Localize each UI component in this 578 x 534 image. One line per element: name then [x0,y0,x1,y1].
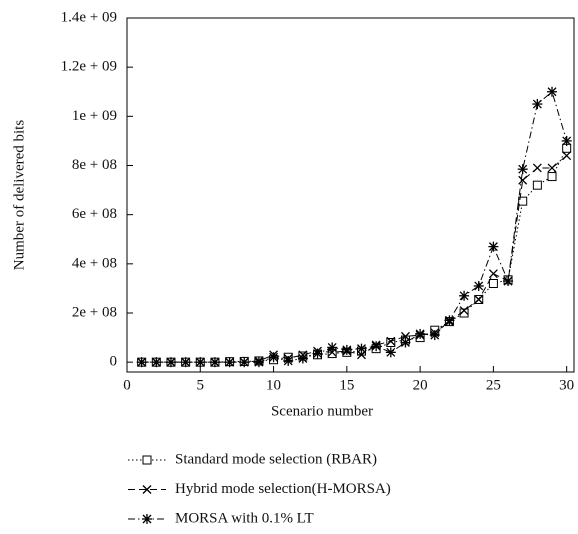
data-point [518,175,528,185]
legend-marker [142,514,152,524]
marker-shape [386,338,396,347]
data-point [517,164,528,175]
marker-stroke [142,485,152,494]
data-point [532,99,543,110]
y-tick-label: 0 [110,354,118,370]
data-point [386,336,396,346]
x-tick-label: 5 [197,377,205,393]
marker-shape [547,172,557,182]
y-axis-label: Number of delivered bits [11,120,27,271]
data-point [532,180,542,190]
x-tick-label: 10 [266,377,281,393]
marker-stroke [488,269,498,279]
data-point [488,241,499,252]
plot-frame [126,17,575,373]
data-point [459,290,470,301]
x-tick-label: 25 [486,377,501,393]
data-point [547,163,557,173]
x-tick-label: 0 [123,377,131,393]
data-point [136,357,147,368]
marker-stroke [547,163,557,173]
marker-stroke [518,175,528,185]
data-point [371,341,382,352]
data-point [195,357,206,368]
marker-stroke [474,295,484,304]
y-tick-label: 8e + 08 [72,157,117,173]
data-point [151,357,162,368]
data-point [444,315,455,326]
data-point [180,357,191,368]
marker-shape [142,455,152,465]
data-point [547,86,558,97]
marker-shape [518,196,528,206]
data-point [268,352,279,363]
marker-stroke [386,336,396,346]
data-point [488,279,498,288]
data-point [503,276,514,287]
data-point [562,151,572,161]
legend-marker [142,485,152,494]
data-point [561,135,572,146]
series-line [141,155,567,363]
data-point [488,269,498,279]
data-point [386,338,396,347]
data-point [224,357,235,368]
y-tick-label: 6e + 08 [72,206,117,222]
data-point [400,337,411,348]
series-line [141,148,568,363]
marker-shape [532,180,542,190]
data-point [341,344,352,355]
data-point [474,295,484,304]
x-tick-label: 15 [339,377,354,393]
data-point [209,357,220,368]
data-point [297,353,308,364]
legend-marker [142,455,152,465]
marker-shape [488,279,498,288]
x-axis-label: Scenario number [271,403,373,419]
marker-stroke [562,151,572,161]
data-point [239,357,250,368]
legend-label: Hybrid mode selection(H-MORSA) [175,481,391,497]
data-point [429,330,440,341]
data-point [547,172,557,182]
series-line [141,90,568,363]
data-point [532,163,542,173]
y-tick-label: 4e + 08 [72,255,117,271]
data-point [283,355,294,366]
y-tick-label: 1.2e + 09 [61,59,117,75]
data-point [415,328,426,339]
y-tick-label: 2e + 08 [72,304,117,320]
x-tick-label: 30 [559,377,574,393]
y-tick-label: 1e + 09 [72,108,117,124]
data-point [253,357,264,368]
marker-stroke [459,306,469,316]
data-point [385,347,396,358]
data-point [165,357,176,368]
y-tick-label: 1.4e + 09 [61,9,117,25]
data-point [356,343,367,354]
marker-stroke [532,163,542,173]
data-point [312,348,323,359]
data-point [473,280,484,291]
legend-label: Standard mode selection (RBAR) [175,451,377,467]
data-point [518,196,528,206]
legend-label: MORSA with 0.1% LT [175,510,314,526]
x-tick-label: 20 [413,377,428,393]
data-point [327,342,338,353]
data-point [459,306,469,316]
